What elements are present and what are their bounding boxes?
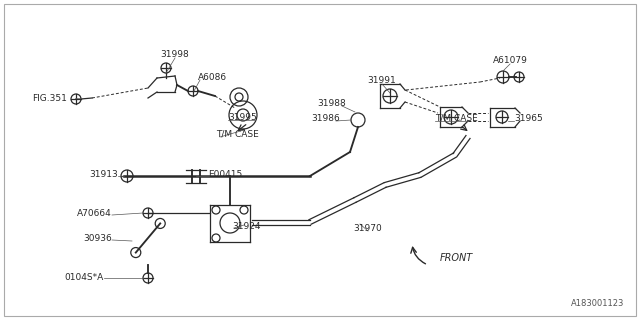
Text: 31995: 31995: [228, 113, 257, 122]
Text: 0104S*A: 0104S*A: [65, 274, 104, 283]
Text: 31998: 31998: [161, 50, 189, 59]
Text: T/M CASE: T/M CASE: [435, 114, 477, 123]
Text: A61079: A61079: [493, 55, 527, 65]
Text: 31991: 31991: [367, 76, 396, 84]
Text: FIG.351: FIG.351: [32, 93, 67, 102]
Text: 30936: 30936: [83, 234, 112, 243]
Text: 31913: 31913: [89, 170, 118, 179]
Text: A6086: A6086: [198, 73, 227, 82]
Text: A183001123: A183001123: [571, 299, 624, 308]
Text: 31970: 31970: [354, 223, 382, 233]
Text: 31988: 31988: [317, 99, 346, 108]
Text: 31986: 31986: [311, 114, 340, 123]
Text: E00415: E00415: [208, 170, 243, 179]
Text: T/M CASE: T/M CASE: [216, 130, 259, 139]
Text: 31965: 31965: [514, 114, 543, 123]
Text: FRONT: FRONT: [440, 253, 473, 263]
Text: 31924: 31924: [232, 221, 260, 230]
Text: A70664: A70664: [77, 209, 112, 218]
